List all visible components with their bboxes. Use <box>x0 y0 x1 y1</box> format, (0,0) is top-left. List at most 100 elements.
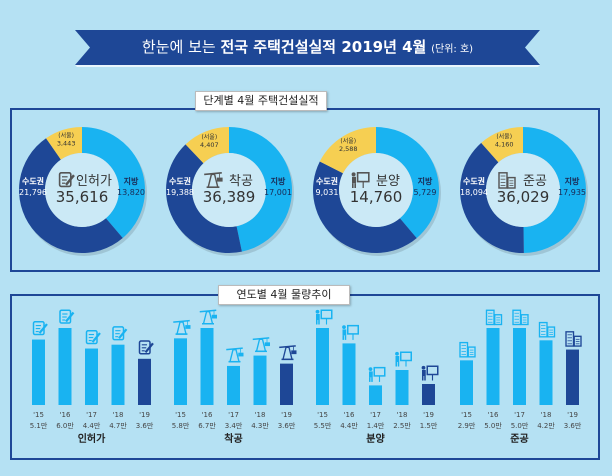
slice-seoul <box>185 127 229 164</box>
slice-capital <box>19 138 123 253</box>
bar-year: '17 <box>228 411 239 419</box>
bar-value: 2.5만 <box>393 421 411 430</box>
bar <box>138 358 151 405</box>
building-icon <box>459 341 476 358</box>
capital-value: 18,094 <box>460 188 488 197</box>
bar <box>280 363 293 405</box>
crane-icon <box>252 337 270 353</box>
crane-icon <box>279 345 297 361</box>
slice-seoul <box>319 127 376 174</box>
region-label: 지방 <box>565 176 580 186</box>
bar-value: 4.4만 <box>83 421 101 430</box>
region-value: 17,935 <box>558 188 586 197</box>
group-name: 인허가 <box>78 432 106 445</box>
bar-year: '15 <box>461 411 472 419</box>
slice-region <box>229 127 293 252</box>
bar-year: '15 <box>33 411 44 419</box>
donut-hole <box>192 153 266 227</box>
region-label: 지방 <box>271 176 286 186</box>
region-value: 13,820 <box>117 188 145 197</box>
slice-seoul <box>46 127 82 160</box>
region-value: 17,001 <box>264 188 292 197</box>
bar-year: '16 <box>60 411 71 419</box>
bar <box>460 360 473 405</box>
seoul-value: 4,160 <box>495 140 514 148</box>
capital-label: 수도권 <box>316 176 338 186</box>
donut-total: 36,389 <box>203 188 256 206</box>
crane-icon <box>226 347 244 363</box>
donut-stage-name: 착공 <box>229 174 253 189</box>
region-label: 지방 <box>418 176 433 186</box>
region-label: 지방 <box>124 176 139 186</box>
donut-stage-name: 분양 <box>376 174 400 189</box>
bar <box>316 328 329 405</box>
building-icon <box>512 309 529 326</box>
bar-year: '16 <box>488 411 499 419</box>
slice-region <box>376 127 439 239</box>
presentation-icon <box>421 365 439 381</box>
bar-value: 1.5만 <box>420 421 438 430</box>
group-name: 분양 <box>366 433 385 445</box>
bar-value: 5.1만 <box>30 421 48 430</box>
trend-panel-title: 연도별 4월 물량추이 <box>218 285 350 305</box>
seoul-label: (서울) <box>340 137 356 145</box>
donut-stage-name: 준공 <box>523 174 547 189</box>
seoul-label: (서울) <box>496 132 512 140</box>
bar <box>395 370 409 405</box>
bar <box>111 344 125 405</box>
bar-value: 6.7만 <box>198 421 216 430</box>
crane-icon <box>173 319 191 335</box>
bar-year: '18 <box>255 411 266 419</box>
slice-capital <box>313 161 417 254</box>
bar-value: 6.0만 <box>56 421 74 430</box>
capital-label: 수도권 <box>463 176 485 186</box>
building-icon <box>538 321 556 338</box>
donut-total: 36,029 <box>497 188 550 206</box>
bar-value: 2.9만 <box>458 421 476 430</box>
presentation-icon <box>351 171 370 189</box>
bar-value: 5.0만 <box>484 421 502 430</box>
bar-value: 5.0만 <box>511 421 529 430</box>
bar-value: 5.8만 <box>172 421 190 430</box>
bar <box>486 328 500 405</box>
bar <box>200 328 214 405</box>
bar-year: '17 <box>370 411 381 419</box>
bar-year: '18 <box>113 411 124 419</box>
crane-icon <box>199 309 217 325</box>
bar <box>58 328 72 405</box>
donut-hole <box>339 153 413 227</box>
donut-total: 14,760 <box>350 188 403 206</box>
document-pen-icon <box>112 326 128 341</box>
slice-region <box>523 127 586 253</box>
capital-label: 수도권 <box>22 176 44 186</box>
bar-year: '15 <box>317 411 328 419</box>
seoul-value: 4,407 <box>200 141 219 149</box>
donut-hole <box>486 153 560 227</box>
bar-value: 4.2만 <box>537 421 555 430</box>
donut-hole <box>45 153 119 227</box>
seoul-value: 2,588 <box>339 145 358 153</box>
document-pen-icon <box>58 171 75 188</box>
bar-value: 3.6만 <box>278 421 296 430</box>
presentation-icon <box>395 351 412 367</box>
bar-year: '18 <box>541 411 552 419</box>
bar-value: 4.4만 <box>340 421 358 430</box>
bar-year: '19 <box>139 411 150 419</box>
presentation-icon <box>368 366 386 382</box>
seoul-label: (서울) <box>201 133 217 141</box>
capital-value: 19,388 <box>166 188 194 197</box>
bar-value: 3.6만 <box>136 421 154 430</box>
slice-capital <box>460 142 524 253</box>
capital-value: 9,031 <box>316 188 339 197</box>
document-pen-icon <box>32 321 48 336</box>
slice-seoul <box>481 127 523 163</box>
bar-year: '19 <box>281 411 292 419</box>
bar-value: 3.4만 <box>225 421 243 430</box>
bar-year: '19 <box>423 411 434 419</box>
bar-year: '16 <box>202 411 213 419</box>
document-pen-icon <box>85 330 101 345</box>
group-name: 착공 <box>224 432 242 445</box>
bar-year: '19 <box>567 411 578 419</box>
bar <box>32 339 45 405</box>
bar-value: 4.7만 <box>109 421 127 430</box>
